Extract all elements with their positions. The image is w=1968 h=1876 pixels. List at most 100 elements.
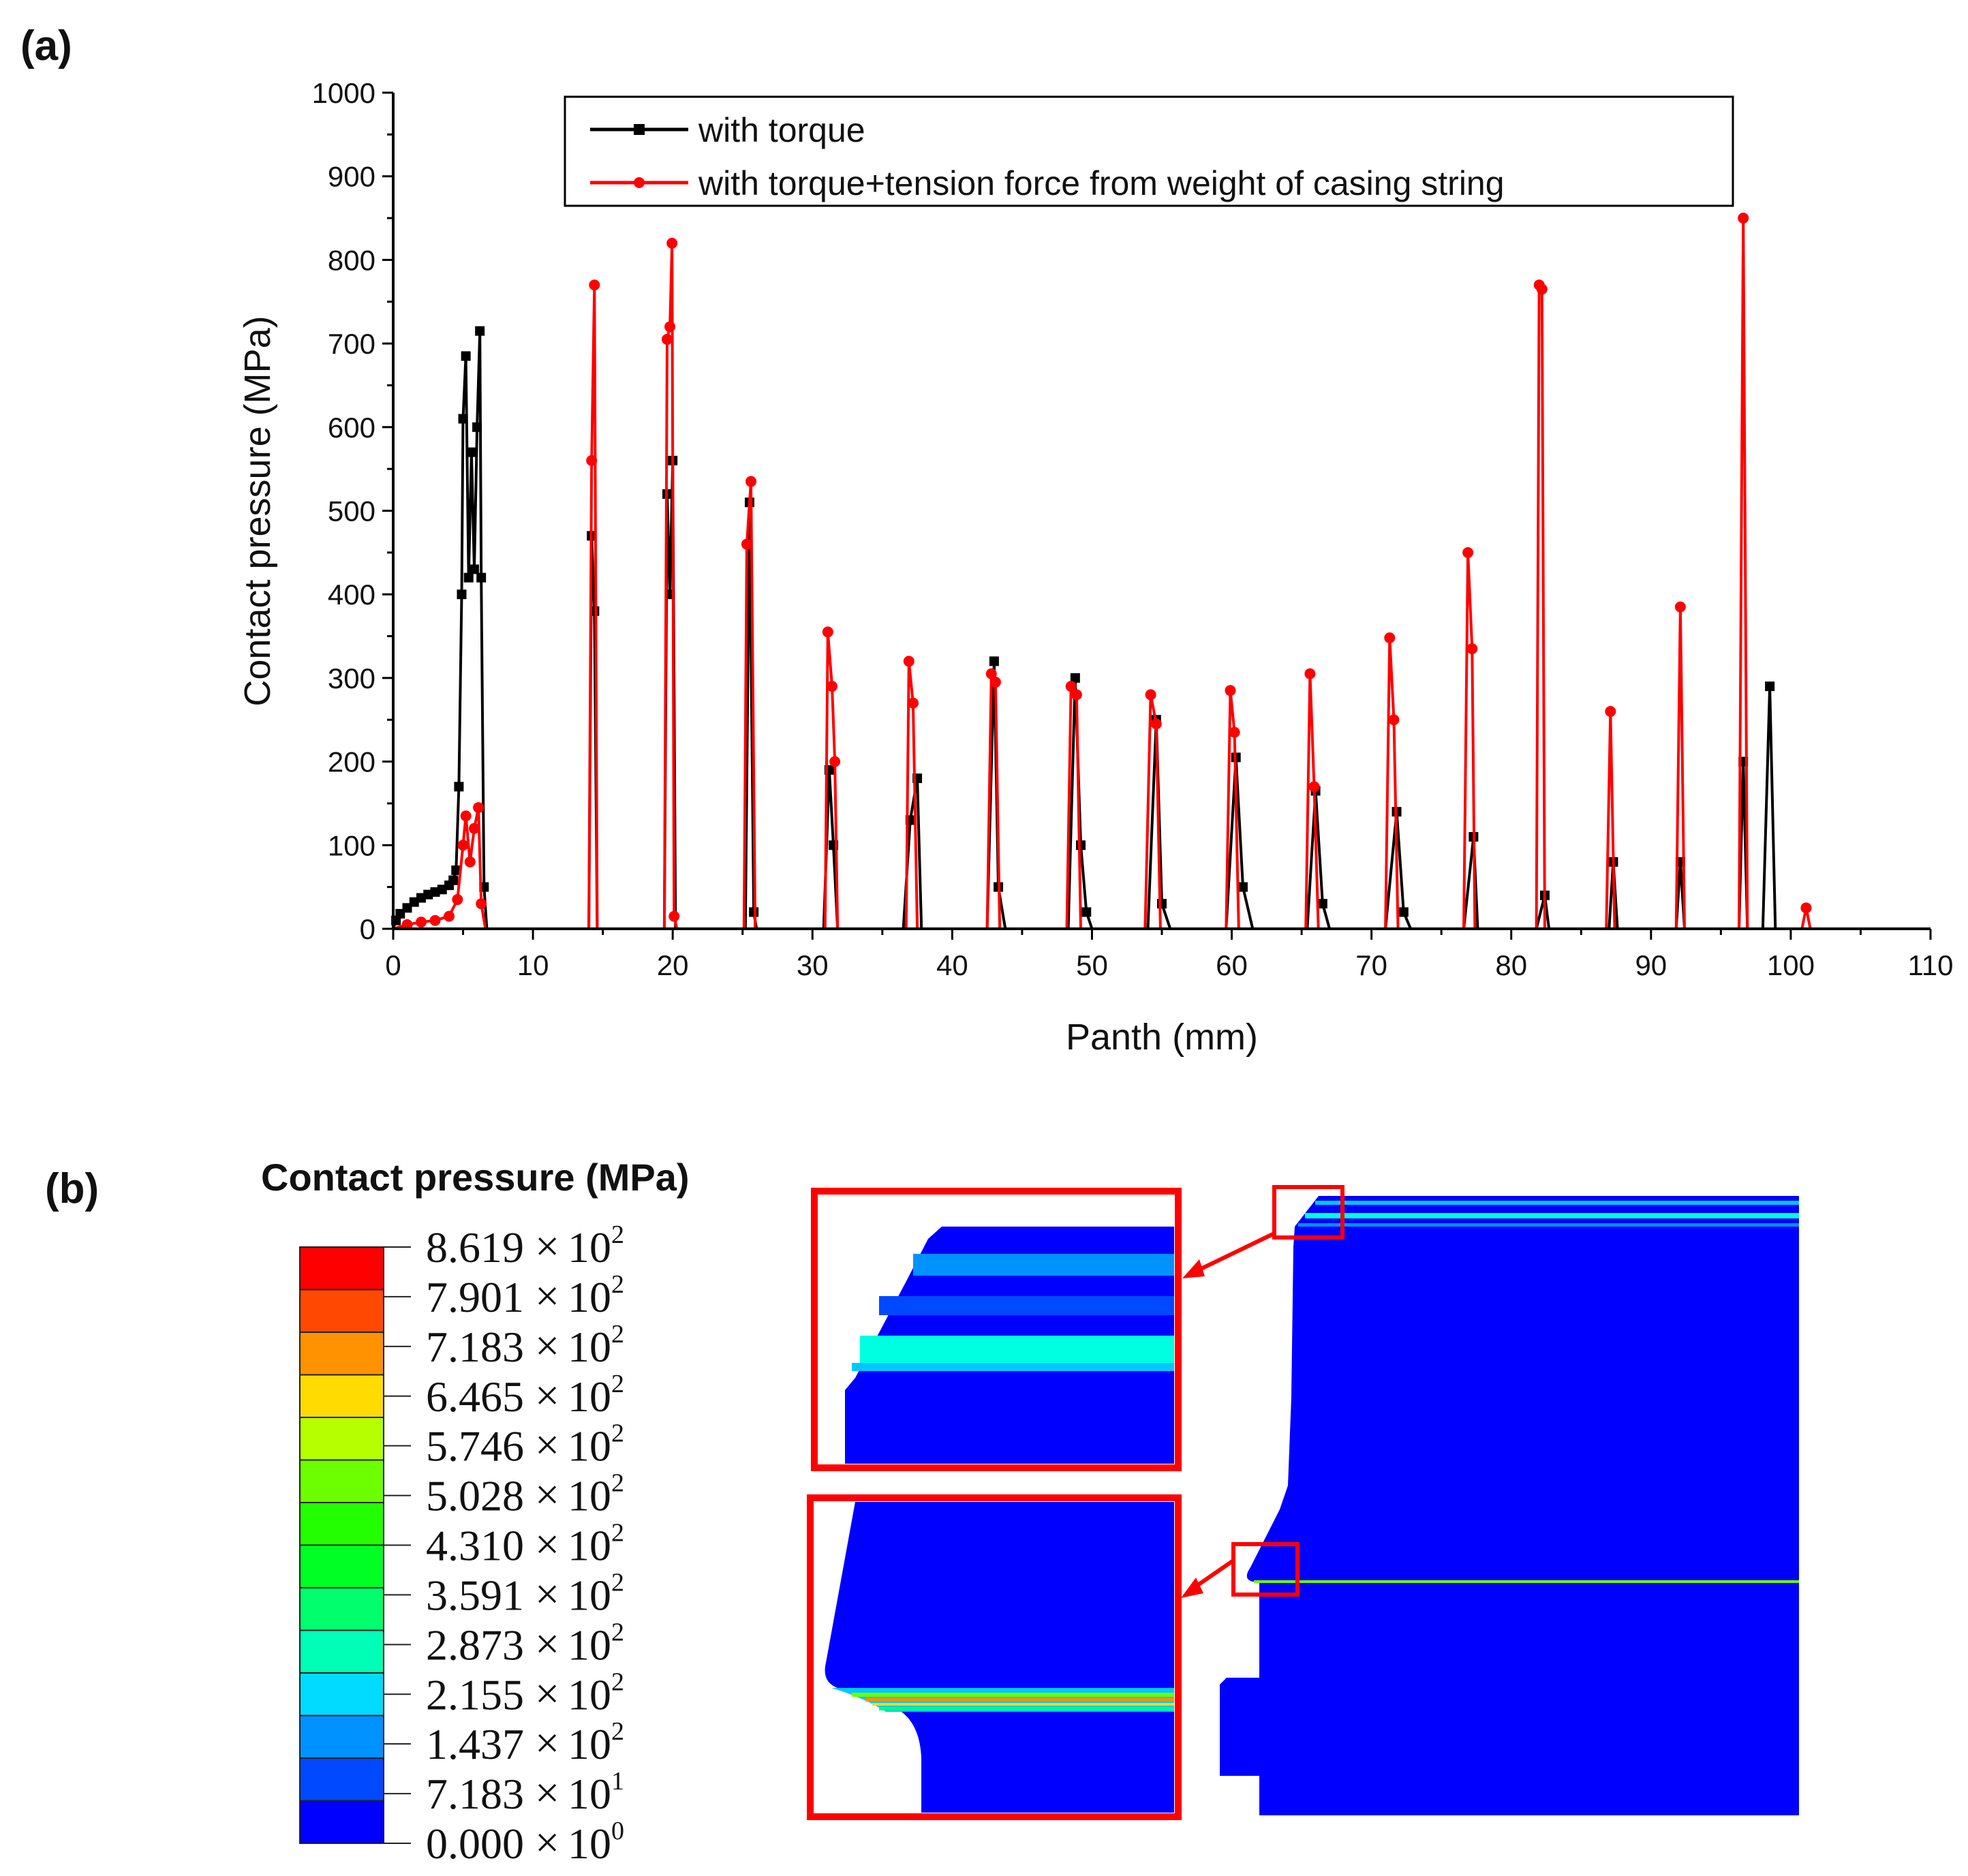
series-line-tension xyxy=(393,217,1892,930)
x-tick-label: 110 xyxy=(1908,949,1954,981)
data-point-tension xyxy=(1800,902,1812,914)
colorbar-exponent: 2 xyxy=(611,1717,624,1746)
colorbar-exponent: 2 xyxy=(611,1419,624,1448)
colorbar-times-sign: × xyxy=(535,1669,559,1717)
mesh-band-top-3 xyxy=(1298,1223,1799,1227)
x-tick-label: 70 xyxy=(1355,949,1387,981)
colorbar-times-sign: × xyxy=(535,1619,559,1667)
callout-arrows xyxy=(1181,1231,1276,1598)
y-tick-label: 800 xyxy=(328,244,375,276)
x-tick-label: 10 xyxy=(517,949,549,981)
x-tick-label: 60 xyxy=(1216,949,1248,981)
data-point-tension xyxy=(907,697,919,709)
series-layer xyxy=(391,213,1892,930)
colorbar-label: 5.746 xyxy=(426,1422,524,1471)
colorbar-exponent: 2 xyxy=(611,1220,624,1249)
data-point-tension xyxy=(903,656,914,667)
zoom-inset-lower xyxy=(807,1494,1182,1820)
colorbar-base-ten: 10 xyxy=(568,1571,611,1619)
legend-box xyxy=(564,95,1734,207)
contact-mesh-main xyxy=(1220,1185,1799,1815)
y-tick-label: 400 xyxy=(328,579,375,611)
colorbar-times-sign: × xyxy=(535,1520,559,1569)
legend-label-torque: with torque xyxy=(698,111,865,149)
data-point-tension xyxy=(1145,689,1156,701)
colorbar-swatch xyxy=(299,1757,384,1802)
colorbar-times-sign: × xyxy=(535,1222,559,1270)
data-point-tension xyxy=(1466,643,1478,654)
colorbar-exponent: 2 xyxy=(611,1320,624,1349)
data-point-torque xyxy=(461,351,471,361)
colorbar-base-ten: 10 xyxy=(568,1472,611,1520)
colorbar-label: 2.873 xyxy=(426,1620,524,1669)
colorbar-base-ten: 10 xyxy=(568,1720,611,1768)
arrow-upper-head xyxy=(1182,1259,1205,1278)
colorbar-times-sign: × xyxy=(535,1818,559,1866)
inset-lower-frame xyxy=(807,1494,1182,1820)
data-point-tension xyxy=(1229,726,1240,738)
y-tick-label: 600 xyxy=(328,412,375,444)
data-point-torque xyxy=(1237,882,1248,892)
y-axis-title: Contact pressure (MPa) xyxy=(237,316,278,706)
data-point-torque xyxy=(466,447,476,457)
data-point-tension xyxy=(826,681,837,692)
data-point-tension xyxy=(1150,718,1162,730)
x-axis-ticks: 0 10 20 30 40 50 60 70 80 90 100 110 xyxy=(385,929,1953,981)
colorbar-swatch xyxy=(299,1246,384,1291)
colorbar-label: 7.183 xyxy=(426,1323,524,1371)
panel-a-label: (a) xyxy=(20,22,72,70)
inset-upper-band-4 xyxy=(852,1363,1174,1371)
data-point-torque xyxy=(476,572,487,583)
data-point-tension xyxy=(1605,705,1616,717)
data-point-tension xyxy=(416,917,427,928)
data-point-tension xyxy=(1225,685,1236,696)
colorbar-exponent: 2 xyxy=(611,1667,624,1696)
y-tick-label: 700 xyxy=(328,328,375,360)
data-point-torque xyxy=(1398,907,1409,917)
data-point-tension xyxy=(457,840,469,851)
legend-marker-torque xyxy=(634,124,645,135)
mesh-band-top-1 xyxy=(1315,1201,1799,1205)
panel-b-label: (b) xyxy=(45,1165,99,1212)
data-point-tension xyxy=(444,910,455,922)
colorbar-exponent: 1 xyxy=(611,1767,624,1796)
y-tick-label: 300 xyxy=(328,662,375,694)
colorbar-label: 3.591 xyxy=(426,1571,524,1619)
data-point-tension xyxy=(429,914,441,926)
legend-marker-tension xyxy=(634,177,645,188)
colorbar-base-ten: 10 xyxy=(568,1323,611,1371)
colorbar-times-sign: × xyxy=(535,1321,559,1370)
x-tick-label: 80 xyxy=(1495,949,1527,981)
colorbar-swatch xyxy=(299,1502,384,1546)
data-point-tension xyxy=(985,668,997,679)
colorbar-times-sign: × xyxy=(535,1421,559,1469)
colorbar-base-ten: 10 xyxy=(568,1770,611,1818)
legend: with torque with torque+tension force fr… xyxy=(564,95,1734,207)
y-tick-label: 900 xyxy=(328,161,375,193)
series-line-torque xyxy=(392,329,1892,930)
data-point-tension xyxy=(460,810,472,822)
inset-lower-band-3 xyxy=(865,1698,1174,1702)
colorbar-exponent: 2 xyxy=(611,1618,624,1646)
y-axis-ticks: 0 100 200 300 400 500 600 700 800 900 1000 xyxy=(312,77,393,945)
inset-upper-band-3 xyxy=(860,1336,1174,1363)
x-tick-label: 20 xyxy=(657,949,689,981)
data-point-tension xyxy=(666,237,678,249)
x-tick-label: 40 xyxy=(936,949,968,981)
colorbar-base-ten: 10 xyxy=(568,1522,611,1570)
data-point-torque xyxy=(989,656,999,666)
y-tick-label: 500 xyxy=(328,495,375,527)
data-point-tension xyxy=(452,894,463,906)
colorbar-base-ten: 10 xyxy=(568,1422,611,1471)
data-point-tension xyxy=(473,802,485,814)
colorbar-swatch xyxy=(299,1289,384,1333)
inset-lower-band-5 xyxy=(879,1707,1174,1710)
data-point-tension xyxy=(822,626,833,638)
data-point-tension xyxy=(586,455,598,466)
colorbar-base-ten: 10 xyxy=(568,1273,611,1321)
data-point-tension xyxy=(1536,283,1548,295)
data-point-tension xyxy=(1388,714,1400,726)
colorbar-times-sign: × xyxy=(535,1719,559,1767)
colorbar-label: 4.310 xyxy=(426,1522,524,1570)
colorbar-swatch xyxy=(299,1544,384,1588)
